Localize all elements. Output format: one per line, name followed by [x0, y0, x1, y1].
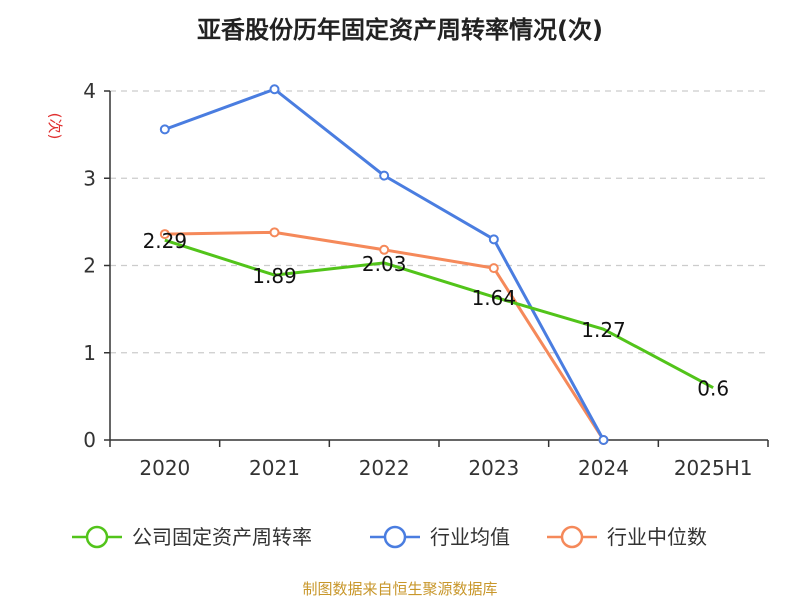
data-label: 1.64: [472, 286, 517, 310]
data-label: 1.89: [252, 264, 297, 288]
legend-marker: [383, 525, 407, 549]
legend-marker: [560, 525, 584, 549]
series-point: [488, 234, 499, 245]
grid-lines: [110, 90, 768, 354]
data-label: 2.03: [362, 252, 407, 276]
y-tick-label: 4: [83, 79, 96, 103]
axes: [109, 91, 768, 441]
source-note: 制图数据来自恒生聚源数据库: [302, 580, 497, 598]
series-point: [159, 229, 170, 240]
y-axis-ticks: 0 1 2 3 4: [83, 79, 110, 452]
chart-title: 亚香股份历年固定资产周转率情况(次): [197, 16, 603, 44]
series-point: [379, 170, 390, 181]
series-point: [488, 263, 499, 274]
data-label: 0.6: [697, 377, 729, 401]
x-axis-ticks: 2020 2021 2022 2023 2024 2025H1: [109, 440, 769, 480]
series-line: [164, 238, 714, 389]
x-tick-label: 2023: [468, 456, 519, 480]
legend-label: 行业中位数: [607, 525, 707, 549]
data-label: 2.29: [143, 229, 188, 253]
series-0: [164, 238, 714, 389]
y-tick-label: 2: [83, 254, 96, 278]
series-point: [379, 244, 390, 255]
legend-label: 公司固定资产周转率: [132, 525, 312, 549]
legend-marker: [85, 525, 109, 549]
legend-item: 行业中位数: [547, 525, 707, 549]
x-tick-label: 2022: [359, 456, 410, 480]
series-point: [159, 124, 170, 135]
series-point: [269, 227, 280, 238]
legend-item: 公司固定资产周转率: [72, 525, 312, 549]
series-point: [598, 435, 609, 445]
legend: 公司固定资产周转率 行业均值 行业中位数: [72, 525, 707, 549]
series-point: [269, 84, 280, 95]
x-tick-label: 2025H1: [674, 456, 753, 480]
y-tick-label: 0: [83, 428, 96, 452]
legend-label: 行业均值: [430, 525, 510, 549]
data-label: 1.27: [581, 318, 626, 342]
series-layer: [159, 84, 714, 445]
y-tick-label: 3: [83, 166, 96, 190]
x-tick-label: 2021: [249, 456, 300, 480]
legend-item: 行业均值: [370, 525, 510, 549]
x-tick-label: 2020: [139, 456, 190, 480]
y-axis-unit-label: (次): [46, 113, 64, 140]
data-labels: 2.29 1.89 2.03 1.64 1.27 0.6: [143, 229, 730, 400]
y-tick-label: 1: [83, 341, 96, 365]
x-tick-label: 2024: [578, 456, 629, 480]
